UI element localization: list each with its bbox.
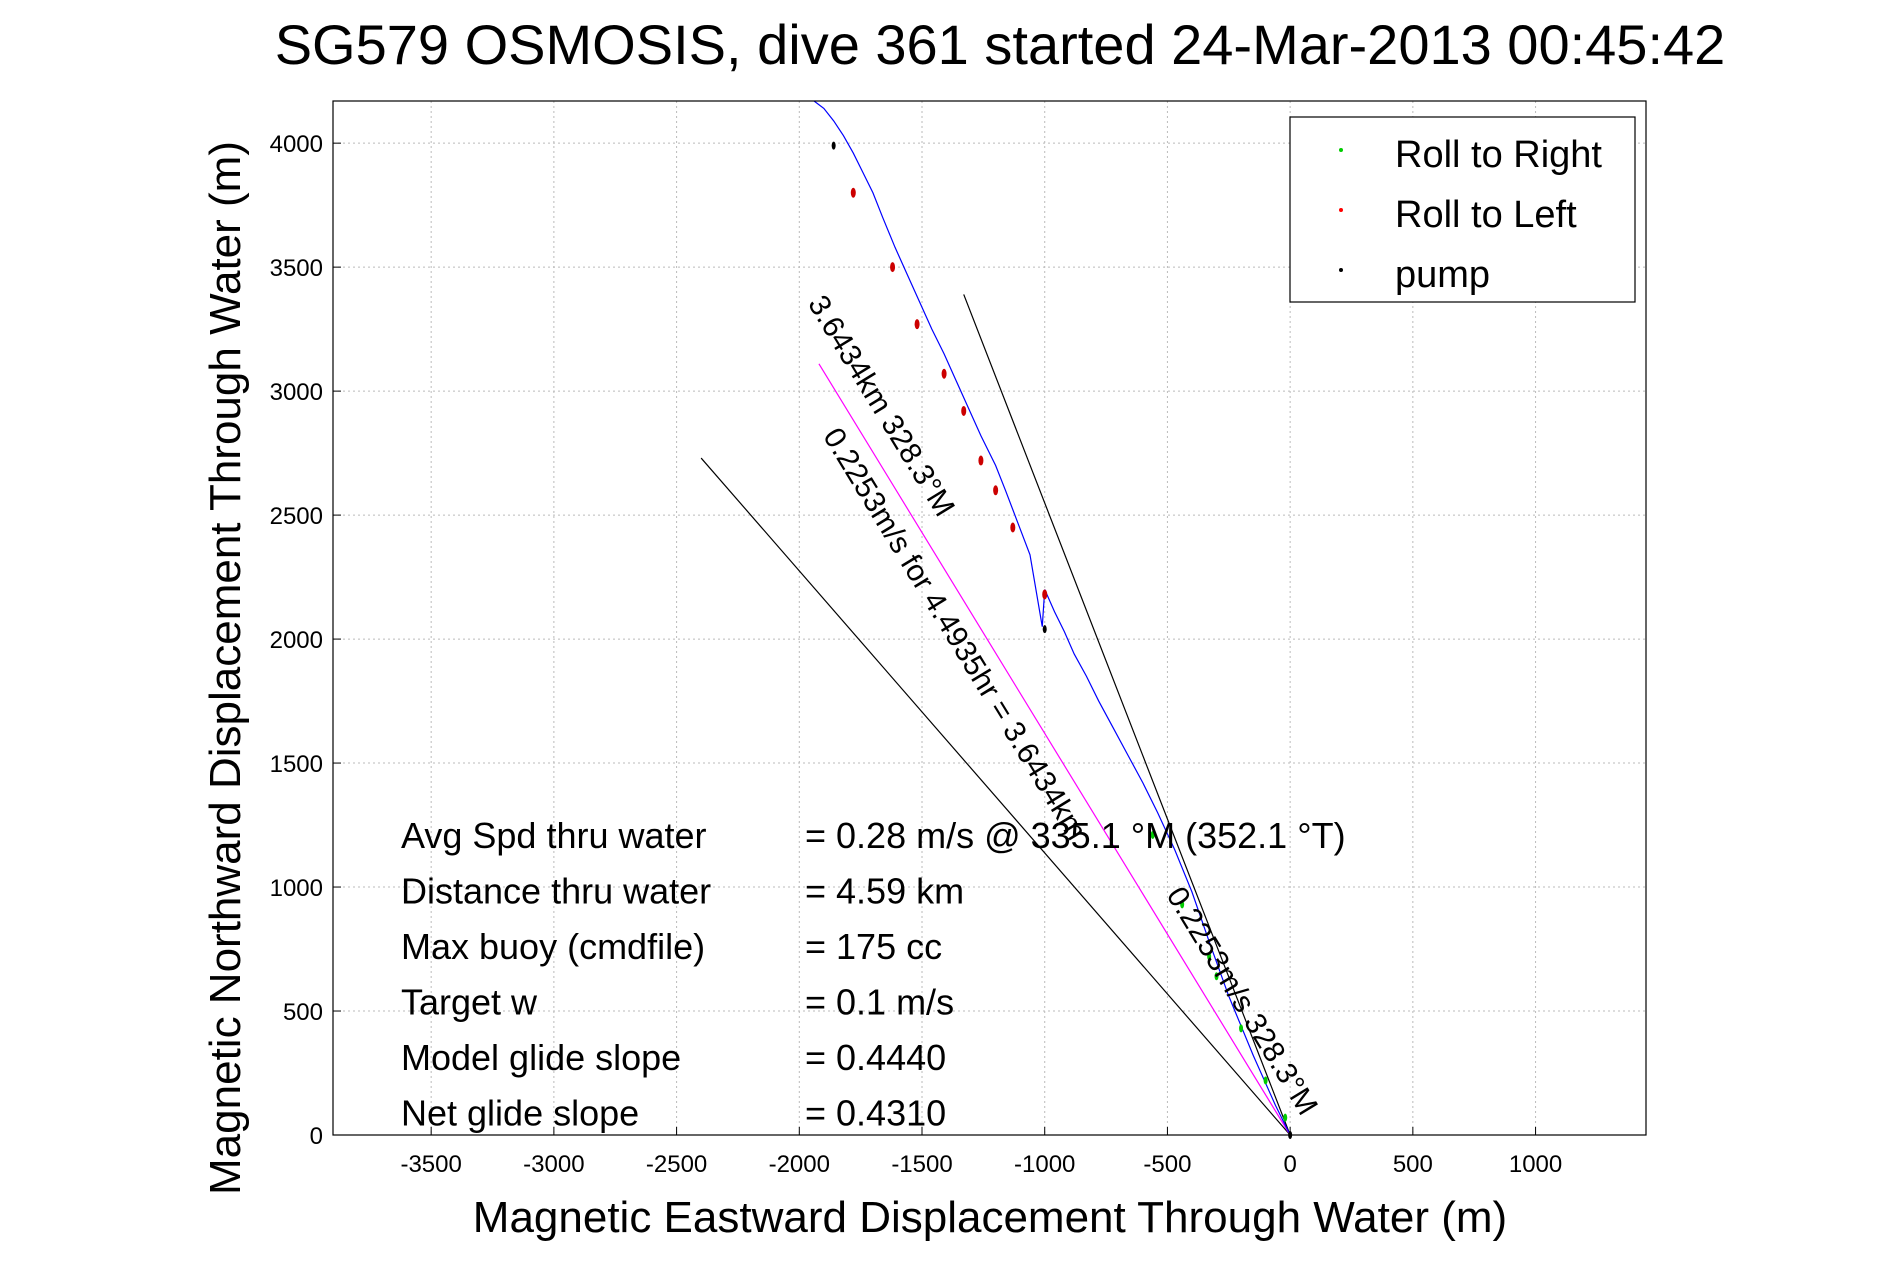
x-tick-label: 500 — [1393, 1151, 1433, 1178]
y-tick-label: 2500 — [270, 503, 323, 530]
roll-left-point — [1042, 589, 1048, 600]
x-tick-label: -1000 — [1014, 1151, 1075, 1178]
legend-label: pump — [1395, 254, 1490, 296]
points — [831, 141, 1293, 1139]
roll-right-point — [1150, 830, 1155, 839]
y-tick-label: 1000 — [270, 875, 323, 902]
x-tick-label: -1500 — [891, 1151, 952, 1178]
y-axis-label: Magnetic Northward Displacement Through … — [201, 141, 250, 1195]
roll-right-point — [1263, 1076, 1268, 1085]
reference-lines — [700, 294, 1291, 1136]
legend-label: Roll to Left — [1395, 194, 1577, 236]
summary-label: Net glide slope — [401, 1093, 639, 1134]
grid — [333, 101, 1646, 1136]
summary-label: Avg Spd thru water — [401, 815, 707, 856]
roll-left-point — [850, 187, 856, 198]
roll-right-point — [1239, 1024, 1244, 1033]
pump-point — [831, 141, 836, 150]
y-tick-label: 1500 — [270, 751, 323, 778]
roll-left-point — [993, 485, 999, 496]
summary-label: Target w — [401, 982, 538, 1023]
roll-right-point — [1207, 952, 1212, 961]
current-vector-line — [818, 363, 1291, 1136]
summary-value: = 175 cc — [805, 926, 942, 967]
legend-marker — [1339, 148, 1343, 152]
summary-value: = 0.1 m/s — [805, 982, 954, 1023]
roll-left-point — [1010, 522, 1016, 533]
legend-box — [1289, 116, 1636, 303]
y-tick-label: 500 — [283, 999, 323, 1026]
legend-marker — [1339, 268, 1343, 272]
y-tick-label: 2000 — [270, 627, 323, 654]
plot-frame — [332, 100, 1647, 1136]
x-axis-label: Magnetic Eastward Displacement Through W… — [473, 1193, 1507, 1242]
chart-title: SG579 OSMOSIS, dive 361 started 24-Mar-2… — [275, 13, 1726, 76]
y-tick-label: 4000 — [270, 131, 323, 158]
y-tick-labels: 0 500 1000 1500 2000 2500 3000 3500 4000 — [270, 131, 323, 1150]
x-tick-label: 0 — [1283, 1151, 1296, 1178]
dive-track — [813, 100, 1291, 1136]
x-tick-label: -500 — [1143, 1151, 1191, 1178]
x-tick-label: -3500 — [400, 1151, 461, 1178]
reference-line — [700, 457, 1291, 1136]
summary-value: = 0.4440 — [805, 1037, 946, 1078]
roll-right-point — [1283, 1113, 1288, 1122]
y-tick-label: 3500 — [270, 255, 323, 282]
legend-marker — [1339, 208, 1343, 212]
summary-value: = 0.4310 — [805, 1093, 946, 1134]
summary-stats: Avg Spd thru water = 0.28 m/s @ 335.1 °M … — [401, 815, 1346, 1134]
legend-label: Roll to Right — [1395, 134, 1602, 176]
x-tick-label: -3000 — [523, 1151, 584, 1178]
track-line — [813, 100, 1291, 1136]
summary-value: = 0.28 m/s @ 335.1 °M (352.1 °T) — [805, 815, 1346, 856]
roll-left-point — [914, 319, 920, 330]
y-tick-label: 0 — [310, 1123, 323, 1150]
x-tick-label: 1000 — [1509, 1151, 1562, 1178]
summary-label: Max buoy (cmdfile) — [401, 926, 705, 967]
summary-value: = 4.59 km — [805, 871, 964, 912]
x-tick-label: -2000 — [769, 1151, 830, 1178]
roll-left-point — [941, 368, 947, 379]
roll-right-point — [1214, 972, 1219, 981]
roll-right-point — [1180, 900, 1185, 909]
summary-label: Distance thru water — [401, 871, 711, 912]
reference-line — [963, 294, 1291, 1136]
y-tick-label: 3000 — [270, 379, 323, 406]
pump-point — [1042, 625, 1047, 634]
legend: Roll to Right Roll to Left pump — [1289, 116, 1636, 303]
roll-left-point — [978, 455, 984, 466]
roll-left-point — [890, 262, 896, 273]
x-tick-labels: -3500 -3000 -2500 -2000 -1500 -1000 -500 0 500 10… — [400, 1151, 1562, 1178]
summary-label: Model glide slope — [401, 1037, 681, 1078]
roll-left-point — [961, 405, 967, 416]
x-tick-label: -2500 — [646, 1151, 707, 1178]
magenta-line — [818, 363, 1291, 1136]
